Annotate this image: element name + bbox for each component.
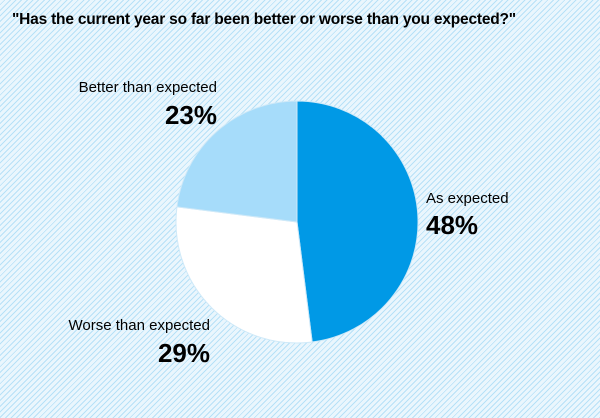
pie-slice-better-than-expected: [176, 100, 298, 223]
pie-slice-as-expected: [296, 100, 419, 343]
pie-labels: As expected 48% Worse than expected 29% …: [69, 79, 509, 368]
slice-label-worse-than-expected: Worse than expected: [69, 317, 210, 334]
slice-value-better-than-expected: 23%: [165, 100, 217, 130]
pie-slice-worse-than-expected: [175, 206, 313, 344]
slice-value-as-expected: 48%: [426, 210, 478, 240]
slice-label-as-expected: As expected: [426, 190, 509, 207]
slice-label-better-than-expected: Better than expected: [79, 79, 217, 96]
pie-slices: [175, 100, 419, 344]
chart-title: "Has the current year so far been better…: [12, 11, 516, 28]
slice-value-worse-than-expected: 29%: [158, 338, 210, 368]
